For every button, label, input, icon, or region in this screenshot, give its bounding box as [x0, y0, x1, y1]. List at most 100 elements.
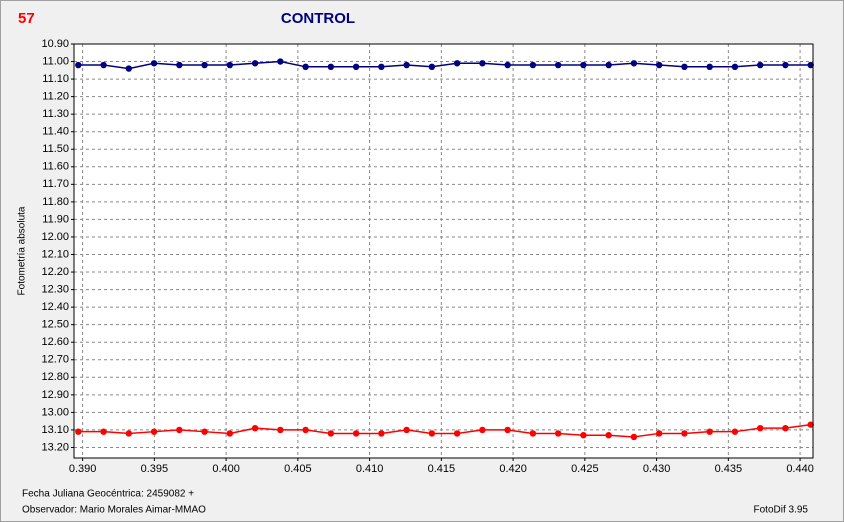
y-tick-label: 13.10 [41, 424, 69, 436]
data-point [453, 430, 461, 437]
y-tick-label: 12.30 [41, 283, 69, 295]
data-point [75, 61, 82, 69]
data-point [554, 430, 562, 437]
y-tick-label: 11.00 [42, 55, 69, 67]
y-tick-label: 12.70 [41, 354, 69, 366]
data-point [378, 430, 385, 437]
data-point [580, 431, 587, 439]
data-point [176, 426, 183, 434]
x-tick-label: 0.440 [786, 463, 814, 475]
data-point [782, 424, 789, 432]
data-point [453, 60, 461, 67]
y-tick-label: 12.00 [41, 231, 69, 243]
data-point [605, 431, 612, 439]
data-point [403, 426, 410, 434]
data-point [681, 63, 688, 71]
y-tick-label: 12.90 [41, 389, 69, 401]
data-point [75, 428, 82, 435]
data-point [731, 63, 739, 71]
data-point [807, 61, 814, 69]
data-point [756, 61, 764, 69]
data-point [100, 61, 107, 69]
data-point [302, 63, 309, 71]
data-point [756, 424, 764, 432]
footer-observer: Observador: Mario Morales Aimar-MMAO [22, 505, 206, 516]
data-point [176, 61, 183, 69]
data-point [630, 433, 638, 441]
data-point [251, 424, 259, 432]
x-tick-label: 0.395 [141, 463, 169, 475]
y-tick-label: 11.20 [42, 91, 69, 103]
y-tick-label: 12.60 [41, 336, 69, 348]
data-point [125, 65, 133, 72]
data-point [226, 61, 234, 69]
data-point [150, 60, 158, 67]
data-point [605, 61, 612, 69]
y-tick-label: 11.50 [42, 143, 69, 155]
data-point [428, 63, 436, 71]
plot-border [73, 43, 814, 459]
y-tick-label: 12.20 [41, 266, 69, 278]
y-tick-label: 11.10 [42, 73, 69, 85]
x-tick-label: 0.415 [428, 463, 456, 475]
data-point [277, 58, 284, 65]
data-point [302, 426, 309, 434]
y-axis-label: Fotometría absoluta [17, 206, 28, 295]
footer-version: FotoDif 3.95 [754, 505, 809, 516]
data-point [352, 430, 360, 437]
x-tick-label: 0.410 [356, 463, 384, 475]
data-point [226, 430, 234, 437]
y-tick-label: 12.80 [41, 371, 69, 383]
data-point [327, 430, 335, 437]
data-point [706, 63, 713, 71]
data-point [251, 60, 259, 67]
y-tick-label: 13.20 [41, 441, 69, 453]
y-tick-label: 11.60 [42, 161, 69, 173]
data-point [655, 430, 663, 437]
data-point [327, 63, 335, 71]
data-point [782, 61, 789, 69]
x-tick-label: 0.420 [499, 463, 527, 475]
data-point [529, 61, 537, 69]
data-point [428, 430, 436, 437]
y-tick-label: 11.40 [42, 126, 69, 138]
series-line [78, 423, 811, 438]
plot-area [74, 44, 813, 458]
data-point [479, 426, 486, 434]
data-point [125, 430, 133, 437]
y-tick-label: 10.90 [41, 38, 69, 50]
data-point [479, 60, 486, 67]
x-tick-label: 0.400 [212, 463, 240, 475]
y-tick-label: 12.10 [41, 248, 69, 260]
chart-title: CONTROL [281, 10, 355, 27]
data-point [807, 421, 814, 428]
footer-date: Fecha Juliana Geocéntrica: 2459082 + [22, 489, 194, 500]
x-tick-label: 0.435 [715, 463, 743, 475]
data-point [403, 61, 410, 69]
series-line [78, 60, 811, 70]
x-tick-label: 0.430 [643, 463, 671, 475]
data-point [201, 428, 208, 435]
corner-label: 57 [18, 10, 35, 27]
data-point [378, 63, 385, 71]
data-point [150, 428, 158, 435]
y-tick-label: 13.00 [41, 406, 69, 418]
data-point [504, 426, 511, 434]
data-point [731, 428, 739, 435]
x-tick-label: 0.390 [69, 463, 97, 475]
data-point [706, 428, 713, 435]
data-point [352, 63, 360, 71]
data-point [630, 60, 638, 67]
y-tick-label: 12.40 [41, 301, 69, 313]
y-tick-label: 11.30 [42, 108, 69, 120]
data-point [681, 430, 688, 437]
y-tick-label: 11.70 [42, 178, 69, 190]
y-tick-label: 11.80 [42, 196, 69, 208]
data-point [529, 430, 537, 437]
y-tick-label: 12.50 [41, 319, 69, 331]
x-tick-label: 0.425 [571, 463, 599, 475]
y-tick-label: 11.90 [42, 213, 69, 225]
data-point [580, 61, 587, 69]
data-point [201, 61, 208, 69]
